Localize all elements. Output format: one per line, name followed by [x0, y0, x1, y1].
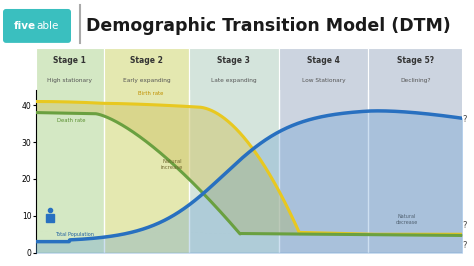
Text: Death rate: Death rate [57, 118, 85, 123]
Text: able: able [36, 21, 58, 31]
Text: Stage 4: Stage 4 [307, 56, 340, 65]
Text: Stage 1: Stage 1 [53, 56, 86, 65]
Bar [189, 90, 279, 253]
Bar [279, 48, 368, 93]
FancyBboxPatch shape [3, 9, 71, 43]
Text: Low Stationary: Low Stationary [301, 78, 346, 83]
Bar [189, 48, 279, 93]
Text: Natural
decrease: Natural decrease [396, 214, 418, 225]
Text: Stage 2: Stage 2 [130, 56, 163, 65]
Text: Late expanding: Late expanding [211, 78, 257, 83]
Text: Natural
increase: Natural increase [161, 159, 183, 170]
Bar [104, 48, 189, 93]
Text: Birth rate: Birth rate [138, 91, 164, 96]
Text: Total Population: Total Population [55, 232, 94, 238]
Text: Stage 3: Stage 3 [218, 56, 250, 65]
Text: Stage 5?: Stage 5? [397, 56, 434, 65]
Bar [36, 48, 104, 93]
Bar [368, 90, 462, 253]
Text: ?: ? [462, 221, 466, 230]
Text: High stationary: High stationary [47, 78, 92, 83]
Text: Demographic Transition Model (DTM): Demographic Transition Model (DTM) [86, 17, 451, 35]
Bar [279, 90, 368, 253]
Bar [36, 90, 104, 253]
Text: Early expanding: Early expanding [123, 78, 170, 83]
Bar [368, 48, 462, 93]
Bar [104, 90, 189, 253]
Text: ?: ? [462, 241, 466, 250]
Text: five: five [14, 21, 36, 31]
Text: Declining?: Declining? [400, 78, 430, 83]
Text: ?: ? [462, 115, 466, 124]
